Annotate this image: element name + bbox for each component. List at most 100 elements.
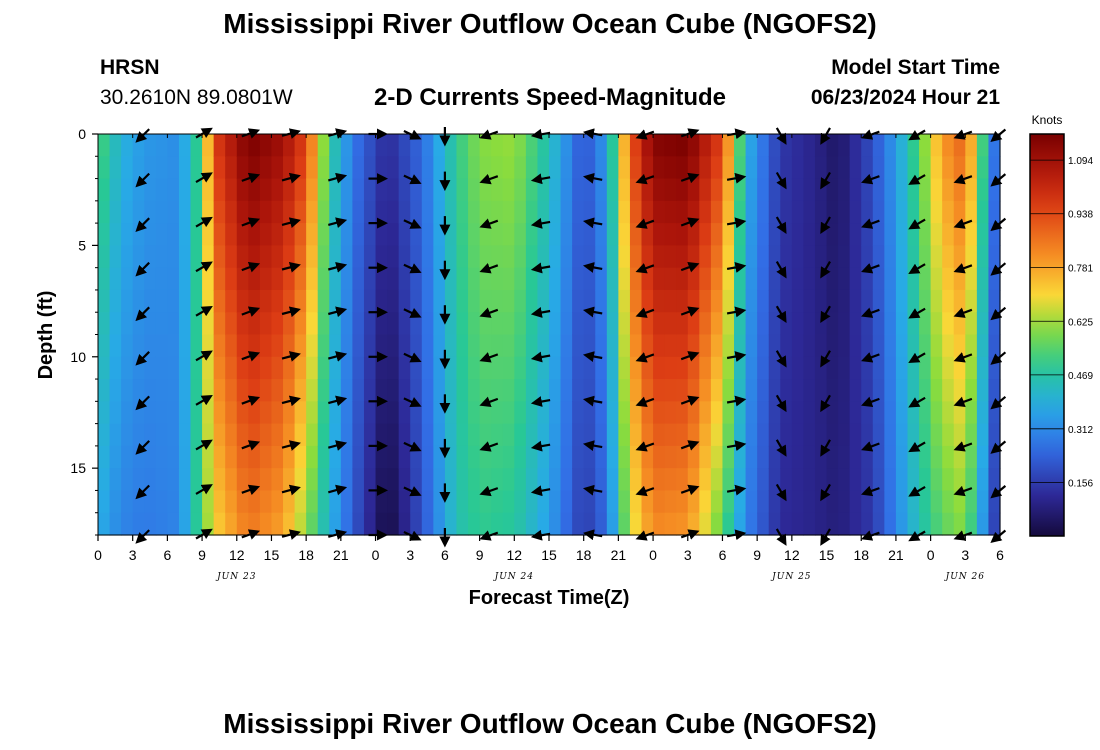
- heatmap-cell: [919, 445, 932, 469]
- heatmap-cell: [768, 312, 781, 336]
- heatmap-cell: [803, 423, 816, 447]
- heatmap-cell: [387, 267, 400, 291]
- heatmap-cell: [618, 200, 631, 224]
- heatmap-cell: [294, 512, 307, 536]
- heatmap-cell: [803, 289, 816, 313]
- heatmap-cell: [930, 356, 943, 380]
- heatmap-cell: [872, 289, 885, 313]
- heatmap-cell: [583, 334, 596, 358]
- heatmap-cell: [849, 512, 862, 536]
- heatmap-cell: [421, 156, 434, 180]
- heatmap-cell: [745, 512, 758, 536]
- heatmap-cell: [734, 134, 747, 157]
- heatmap-cell: [664, 445, 677, 469]
- heatmap-cell: [155, 445, 168, 469]
- heatmap-cell: [722, 156, 735, 180]
- heatmap-cell: [514, 490, 527, 514]
- heatmap-cell: [676, 356, 689, 380]
- current-arrow: [530, 396, 551, 407]
- colorbar-scale: [1029, 133, 1065, 537]
- heatmap-cell: [294, 267, 307, 291]
- heatmap-cell: [606, 134, 619, 157]
- heatmap-cell: [872, 334, 885, 358]
- heatmap-cell: [317, 178, 330, 202]
- heatmap-cell: [433, 423, 446, 447]
- heatmap-cell: [178, 245, 192, 269]
- heatmap-cell: [98, 156, 111, 180]
- heatmap-cell: [976, 312, 990, 336]
- heatmap-cell: [468, 423, 481, 447]
- heatmap-cell: [340, 223, 354, 246]
- heatmap-cell: [213, 156, 226, 180]
- heatmap-cell: [190, 490, 203, 514]
- current-arrow: [135, 484, 150, 500]
- heatmap-cell: [699, 490, 712, 514]
- heatmap-cell: [549, 223, 562, 246]
- colorbar-tick-label: 0.469: [1068, 371, 1093, 382]
- date-label: JUN 26: [944, 572, 985, 582]
- heatmap-cell: [109, 512, 122, 536]
- heatmap-cell: [745, 156, 758, 180]
- current-arrow: [328, 306, 348, 318]
- heatmap-cell: [202, 401, 215, 425]
- heatmap-cell: [433, 445, 446, 469]
- heatmap-cell: [479, 312, 492, 336]
- current-arrow: [820, 305, 831, 324]
- heatmap-cell: [907, 379, 920, 402]
- heatmap-cell: [340, 423, 354, 447]
- heatmap-cell: [895, 245, 909, 269]
- x-tick-label: 3: [961, 547, 969, 563]
- heatmap-cell: [988, 468, 1001, 492]
- heatmap-cell: [895, 401, 909, 425]
- heatmap-cell: [953, 512, 966, 536]
- heatmap-cell: [213, 334, 226, 358]
- heatmap-cell: [930, 490, 943, 514]
- heatmap-cell: [98, 245, 111, 269]
- heatmap-cell: [722, 423, 735, 447]
- heatmap-cell: [225, 401, 238, 425]
- heatmap-cell: [549, 468, 562, 492]
- heatmap-cell: [352, 134, 365, 157]
- heatmap-cell: [745, 490, 758, 514]
- current-arrow: [135, 261, 150, 277]
- heatmap-cell: [791, 267, 805, 291]
- heatmap-cell: [525, 312, 539, 336]
- heatmap-cell: [976, 267, 990, 291]
- heatmap-cell: [734, 223, 747, 246]
- heatmap-cell: [676, 245, 689, 269]
- heatmap-cell: [340, 445, 354, 469]
- heatmap-cell: [595, 245, 608, 269]
- heatmap-cell: [595, 401, 608, 425]
- heatmap-cell: [294, 312, 307, 336]
- heatmap-cell: [537, 490, 550, 514]
- heatmap-cell: [340, 379, 354, 402]
- heatmap-cell: [398, 334, 411, 358]
- heatmap-cell: [791, 468, 805, 492]
- heatmap-cell: [514, 178, 527, 202]
- current-arrow: [820, 216, 831, 234]
- current-arrow: [680, 217, 700, 228]
- heatmap-cell: [595, 312, 608, 336]
- heatmap-cell: [560, 356, 573, 380]
- heatmap-cell: [757, 512, 770, 536]
- current-arrow: [195, 261, 213, 273]
- heatmap-cell: [421, 178, 434, 202]
- heatmap-cell: [687, 267, 700, 291]
- heatmap-cell: [387, 334, 400, 358]
- heatmap-cell: [444, 223, 458, 246]
- heatmap-cell: [248, 134, 261, 157]
- heatmap-cell: [433, 267, 446, 291]
- heatmap-cell: [930, 134, 943, 157]
- heatmap-cell: [225, 134, 238, 157]
- heatmap-cell: [225, 334, 238, 358]
- heatmap-cell: [953, 200, 966, 224]
- heatmap-cell: [109, 267, 122, 291]
- heatmap-cell: [722, 245, 735, 269]
- heatmap-cell: [375, 401, 388, 425]
- current-arrow: [281, 217, 301, 229]
- heatmap-cell: [595, 423, 608, 447]
- heatmap-cell: [606, 200, 619, 224]
- current-arrow: [775, 171, 787, 190]
- heatmap-cell: [734, 490, 747, 514]
- heatmap-cell: [722, 356, 735, 380]
